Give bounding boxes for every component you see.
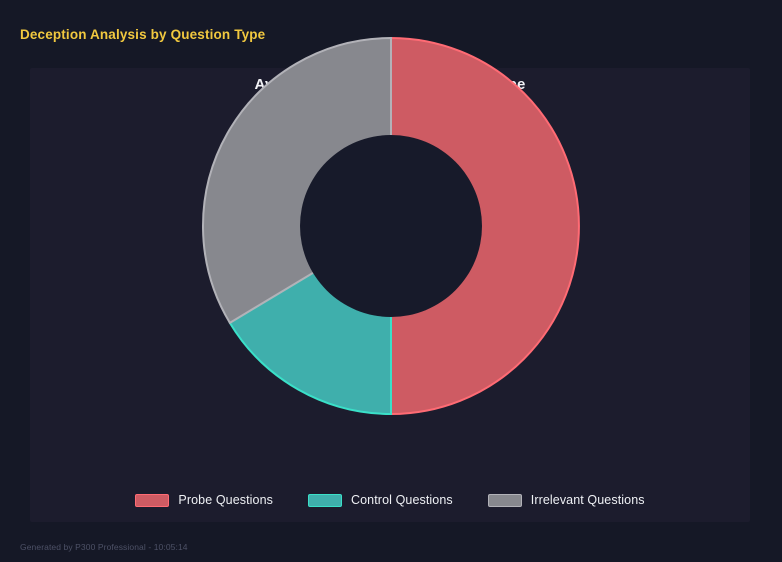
legend-item-control-questions[interactable]: Control Questions — [308, 493, 453, 507]
legend-swatch-irrelevant-questions — [487, 493, 522, 507]
legend-swatch-probe-questions — [135, 493, 170, 507]
legend-item-probe-questions[interactable]: Probe Questions — [135, 493, 273, 507]
page-title: Deception Analysis by Question Type — [20, 26, 266, 42]
chart-card: Average Deception by Question Type Probe… — [30, 36, 750, 522]
donut-hole — [300, 135, 482, 317]
donut-chart-svg — [201, 36, 580, 416]
footer-generated-by: Generated by P300 Professional - 10:05:1… — [20, 542, 188, 552]
legend-item-irrelevant-questions[interactable]: Irrelevant Questions — [487, 493, 645, 507]
page-header: Deception Analysis by Question Type — [0, 0, 782, 68]
legend-label-control-questions: Control Questions — [351, 493, 453, 507]
legend-swatch-control-questions — [308, 493, 342, 507]
legend-label-probe-questions: Probe Questions — [178, 493, 273, 507]
donut-slice-probe-questions[interactable] — [390, 36, 580, 416]
chart-legend: Probe Questions Control Questions Irrele… — [30, 493, 750, 507]
legend-label-irrelevant-questions: Irrelevant Questions — [530, 493, 645, 507]
